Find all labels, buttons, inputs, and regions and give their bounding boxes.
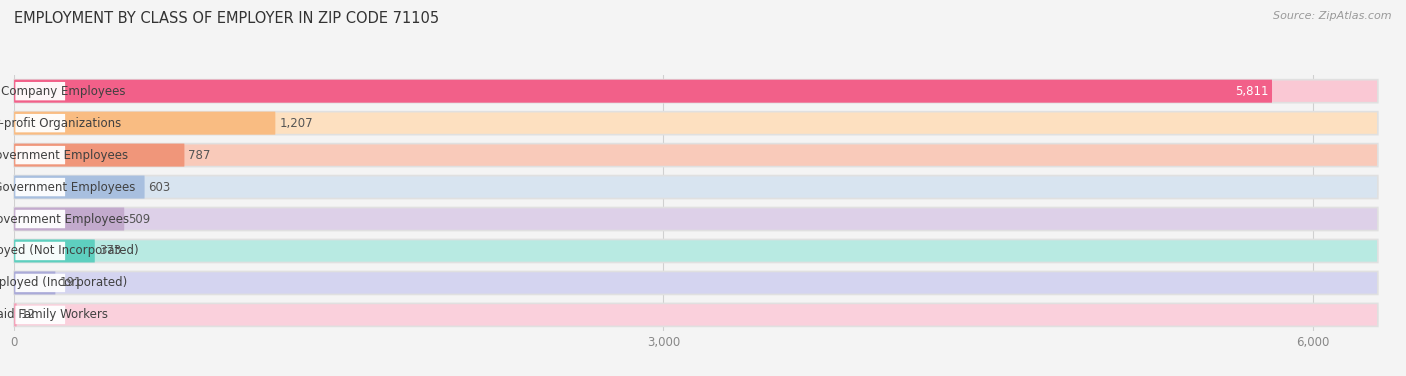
FancyBboxPatch shape: [14, 271, 55, 294]
Text: 5,811: 5,811: [1236, 85, 1268, 98]
Text: Self-Employed (Not Incorporated): Self-Employed (Not Incorporated): [0, 244, 139, 258]
Text: 12: 12: [21, 308, 35, 321]
FancyBboxPatch shape: [14, 303, 1378, 326]
FancyBboxPatch shape: [14, 80, 1272, 103]
FancyBboxPatch shape: [14, 112, 276, 135]
FancyBboxPatch shape: [14, 176, 145, 199]
FancyBboxPatch shape: [15, 274, 65, 292]
Text: 603: 603: [149, 180, 170, 194]
Text: 509: 509: [128, 212, 150, 226]
FancyBboxPatch shape: [14, 112, 1378, 135]
FancyBboxPatch shape: [15, 178, 65, 196]
Text: Private Company Employees: Private Company Employees: [0, 85, 125, 98]
FancyBboxPatch shape: [14, 144, 184, 167]
FancyBboxPatch shape: [15, 82, 65, 100]
FancyBboxPatch shape: [15, 242, 65, 260]
FancyBboxPatch shape: [15, 114, 65, 132]
Text: Source: ZipAtlas.com: Source: ZipAtlas.com: [1274, 11, 1392, 21]
Text: 787: 787: [188, 149, 211, 162]
Text: State Government Employees: State Government Employees: [0, 212, 129, 226]
FancyBboxPatch shape: [14, 303, 17, 326]
FancyBboxPatch shape: [14, 144, 1378, 167]
Text: EMPLOYMENT BY CLASS OF EMPLOYER IN ZIP CODE 71105: EMPLOYMENT BY CLASS OF EMPLOYER IN ZIP C…: [14, 11, 439, 26]
FancyBboxPatch shape: [15, 210, 65, 228]
Text: 1,207: 1,207: [280, 117, 314, 130]
FancyBboxPatch shape: [15, 306, 65, 324]
FancyBboxPatch shape: [14, 176, 1378, 199]
FancyBboxPatch shape: [14, 240, 1378, 262]
FancyBboxPatch shape: [15, 146, 65, 164]
FancyBboxPatch shape: [14, 240, 94, 262]
FancyBboxPatch shape: [14, 208, 124, 230]
Text: Federal Government Employees: Federal Government Employees: [0, 180, 135, 194]
Text: Self-Employed (Incorporated): Self-Employed (Incorporated): [0, 276, 127, 290]
Text: 191: 191: [59, 276, 82, 290]
Text: Local Government Employees: Local Government Employees: [0, 149, 128, 162]
FancyBboxPatch shape: [14, 80, 1378, 103]
FancyBboxPatch shape: [14, 208, 1378, 230]
Text: Not-for-profit Organizations: Not-for-profit Organizations: [0, 117, 121, 130]
Text: 373: 373: [98, 244, 121, 258]
FancyBboxPatch shape: [14, 271, 1378, 294]
Text: Unpaid Family Workers: Unpaid Family Workers: [0, 308, 108, 321]
